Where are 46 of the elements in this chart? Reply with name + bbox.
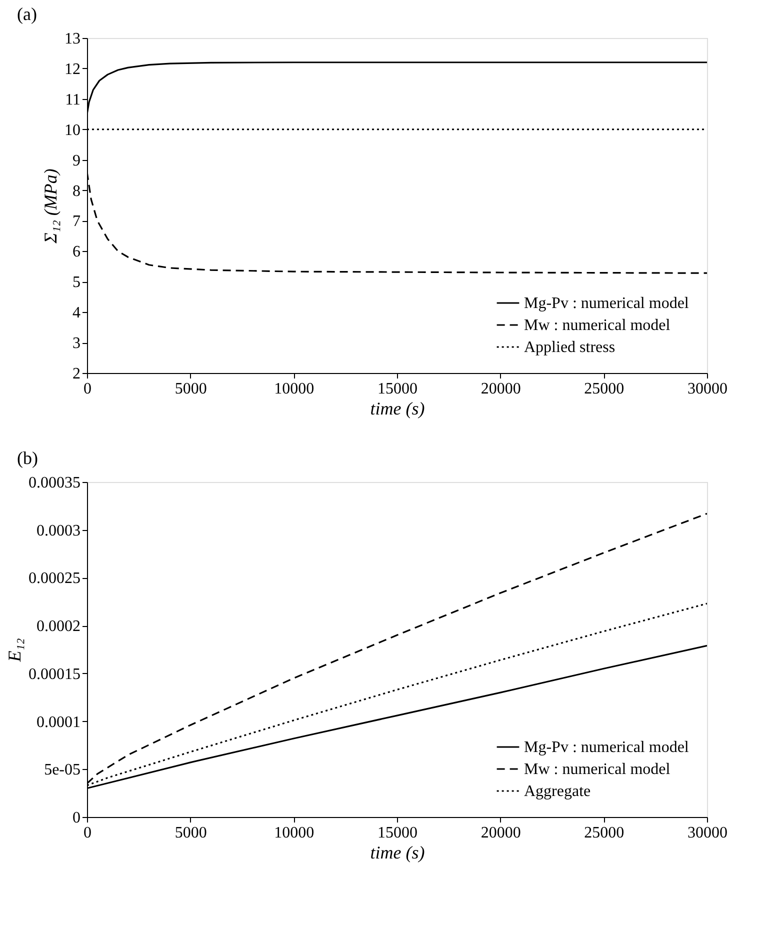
y-tick-label: 12	[64, 60, 80, 78]
x-tick-label: 5000	[174, 380, 207, 398]
y-tick-label: 0.00015	[28, 666, 80, 683]
y-tick-label: 4	[72, 304, 80, 322]
x-tick-label: 30000	[688, 380, 728, 398]
x-tick-label: 0	[84, 380, 92, 398]
y-tick-label: 0.0001	[36, 714, 80, 731]
y-tick-label: 0.0002	[36, 618, 80, 636]
y-tick-label: 0.00035	[28, 474, 80, 492]
y-tick-label: 0.0003	[36, 522, 80, 540]
y-tick-label: 9	[72, 152, 80, 170]
y-tick-label: 11	[65, 91, 80, 108]
x-tick-label: 15000	[378, 824, 418, 842]
legend-label: Mg-Pv : numerical model	[524, 739, 690, 756]
y-tick-label: 3	[72, 335, 80, 352]
y-tick-label: 2	[72, 366, 80, 382]
x-tick-label: 25000	[584, 380, 624, 398]
y-tick-label: 5	[72, 274, 80, 292]
x-axis-title: time (s)	[370, 842, 425, 862]
legend-label: Aggregate	[524, 783, 591, 800]
x-tick-label: 15000	[378, 380, 418, 398]
x-tick-label: 20000	[480, 380, 521, 398]
x-tick-label: 30000	[688, 824, 728, 842]
y-tick-label: 7	[72, 213, 80, 230]
y-tick-label: 6	[72, 244, 80, 261]
y-axis-title: Σ₁₂ (MPa)	[40, 168, 60, 244]
x-tick-label: 10000	[274, 380, 314, 398]
chart-title: (a)	[17, 4, 37, 24]
x-tick-label: 20000	[480, 824, 521, 842]
legend-label: Mw : numerical model	[524, 317, 671, 334]
x-tick-label: 25000	[584, 824, 624, 842]
y-tick-label: 10	[64, 122, 80, 139]
legend-label: Mw : numerical model	[524, 761, 671, 778]
x-tick-label: 10000	[274, 824, 314, 842]
y-tick-label: 0.00025	[28, 570, 80, 588]
y-tick-label: 8	[72, 182, 80, 200]
x-tick-label: 0	[84, 824, 92, 842]
y-tick-label: 0	[72, 810, 80, 826]
y-axis-title: E₁₂	[4, 638, 24, 663]
legend-label: Applied stress	[524, 339, 616, 356]
x-axis-title: time (s)	[370, 398, 425, 418]
legend-label: Mg-Pv : numerical model	[524, 295, 690, 312]
y-tick-label: 5e-05	[44, 762, 80, 779]
x-tick-label: 5000	[174, 824, 207, 842]
y-tick-label: 13	[64, 30, 80, 48]
chart-title: (b)	[17, 448, 38, 468]
